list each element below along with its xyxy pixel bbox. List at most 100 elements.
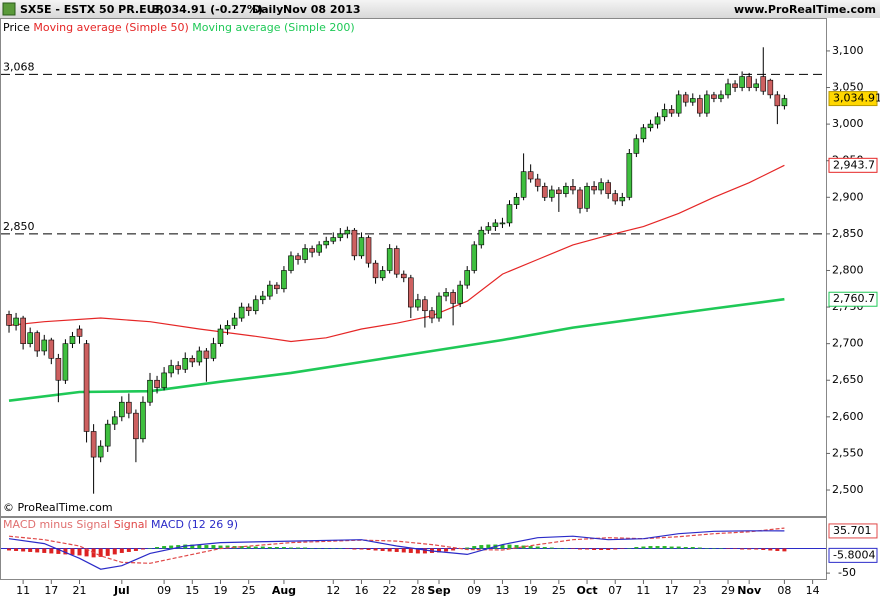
last-price-label: 3,034.91: [833, 92, 880, 105]
candle-body: [386, 248, 393, 271]
hist-bar: [507, 544, 512, 549]
hist-bar: [239, 546, 244, 549]
candle-body: [140, 401, 146, 440]
ma-value-box: [828, 291, 878, 307]
candle-body: [570, 186, 576, 191]
candle-body: [48, 339, 55, 359]
candle-body: [661, 109, 668, 118]
candle-body: [168, 365, 174, 374]
macd-value-label: 35.701: [833, 524, 872, 537]
candle-body: [534, 178, 541, 187]
x-tick-label: Nov: [737, 584, 762, 597]
hist-bar: [726, 548, 731, 550]
macd-line: [8, 527, 785, 564]
hist-bar: [711, 548, 716, 549]
x-tick-label: 23: [693, 584, 707, 597]
price-legend: Price Moving average (Simple 50) Moving …: [3, 21, 355, 34]
candle-body: [281, 270, 287, 290]
candle-body: [591, 186, 597, 191]
candle-body: [753, 83, 760, 88]
hist-bar: [697, 547, 702, 549]
x-tick-label: 19: [213, 584, 227, 597]
x-tick-label: 14: [806, 584, 820, 597]
hist-bar: [373, 548, 378, 551]
hist-bar: [352, 548, 357, 550]
candle-body: [20, 317, 26, 344]
hist-bar: [70, 548, 75, 555]
hist-bar: [133, 548, 138, 551]
hist-bar: [211, 545, 216, 549]
level-label: 3,068: [3, 60, 35, 73]
credit: © ProRealTime.com: [3, 501, 113, 514]
x-tick-label: 16: [354, 584, 368, 597]
candle-body: [732, 83, 738, 88]
hist-bar: [63, 548, 68, 555]
hist-bar: [556, 548, 561, 549]
hist-bar: [35, 548, 40, 553]
x-tick-label: 17: [44, 584, 58, 597]
candle-body: [372, 262, 379, 279]
hist-bar: [606, 548, 611, 550]
hist-bar: [775, 548, 780, 551]
candle-body: [104, 423, 111, 447]
candle-body: [774, 94, 781, 107]
candle-body: [217, 328, 224, 344]
hist-bar: [14, 548, 19, 551]
hist-bar: [613, 548, 618, 550]
hist-bar: [98, 548, 103, 557]
hist-bar: [112, 548, 117, 555]
hist-bar: [472, 546, 477, 549]
hist-bar: [599, 548, 604, 550]
hist-bar: [359, 548, 364, 550]
header-symbol: SX5E - ESTX 50 PR.EUR: [20, 3, 165, 16]
hist-bar: [451, 548, 456, 551]
candle-body: [619, 196, 626, 202]
candle-body: [147, 379, 153, 403]
y-tick-label: 3,050: [832, 81, 864, 94]
candle-body: [267, 284, 273, 297]
candle-body: [725, 83, 731, 96]
candle-body: [633, 138, 640, 154]
candle-body: [647, 123, 654, 129]
candle-body: [316, 244, 322, 253]
candle-body: [309, 248, 315, 253]
y-tick-label: -50: [838, 566, 856, 579]
candle-body: [548, 189, 555, 198]
hist-bar: [641, 546, 646, 549]
ma-value-label: 2,760.7: [833, 292, 875, 305]
hist-bar: [549, 547, 554, 549]
hist-bar: [77, 548, 82, 556]
candle-body: [415, 299, 421, 308]
hist-bar: [105, 548, 110, 556]
hist-bar: [627, 548, 632, 549]
hist-bar: [563, 548, 568, 550]
candle-body: [90, 431, 97, 458]
hist-bar: [704, 548, 709, 549]
hist-bar: [260, 546, 265, 549]
candle-body: [330, 237, 337, 242]
x-tick-label: Sep: [427, 584, 450, 597]
candle-body: [119, 401, 125, 418]
hist-bar: [345, 548, 350, 550]
macd-line: [8, 530, 785, 570]
hist-bar: [56, 548, 61, 554]
hist-bar: [486, 544, 491, 549]
header-icon: [2, 2, 16, 16]
candle-body: [274, 284, 280, 290]
hist-bar: [415, 548, 420, 554]
x-tick-label: 17: [665, 584, 679, 597]
candle-body: [689, 98, 696, 103]
candle-body: [506, 204, 513, 224]
header-date: Nov 08 2013: [283, 3, 361, 16]
candle-body: [527, 171, 534, 180]
candle-body: [203, 350, 210, 359]
candle-body: [295, 255, 301, 260]
hist-bar: [655, 546, 660, 549]
macd-legend: MACD minus Signal Signal MACD (12 26 9): [3, 518, 238, 531]
hist-bar: [401, 548, 406, 553]
legend-price: Price: [3, 21, 30, 34]
hist-bar: [669, 546, 674, 549]
candle-body: [62, 343, 69, 381]
